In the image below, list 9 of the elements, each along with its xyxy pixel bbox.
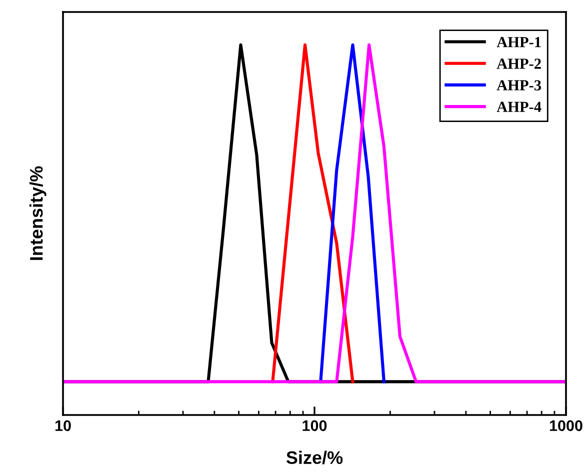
- legend-label: AHP-3: [496, 80, 542, 90]
- legend-label: AHP-4: [496, 102, 542, 112]
- x-tick-label: 1000: [550, 420, 582, 432]
- legend-label: AHP-2: [496, 58, 541, 69]
- y-axis-title: Intensity/%: [30, 166, 46, 260]
- x-tick-label: 10: [55, 420, 71, 432]
- legend-label: AHP-1: [496, 37, 541, 48]
- x-axis-title: Size/%: [286, 450, 343, 464]
- x-tick-label: 100: [302, 420, 327, 432]
